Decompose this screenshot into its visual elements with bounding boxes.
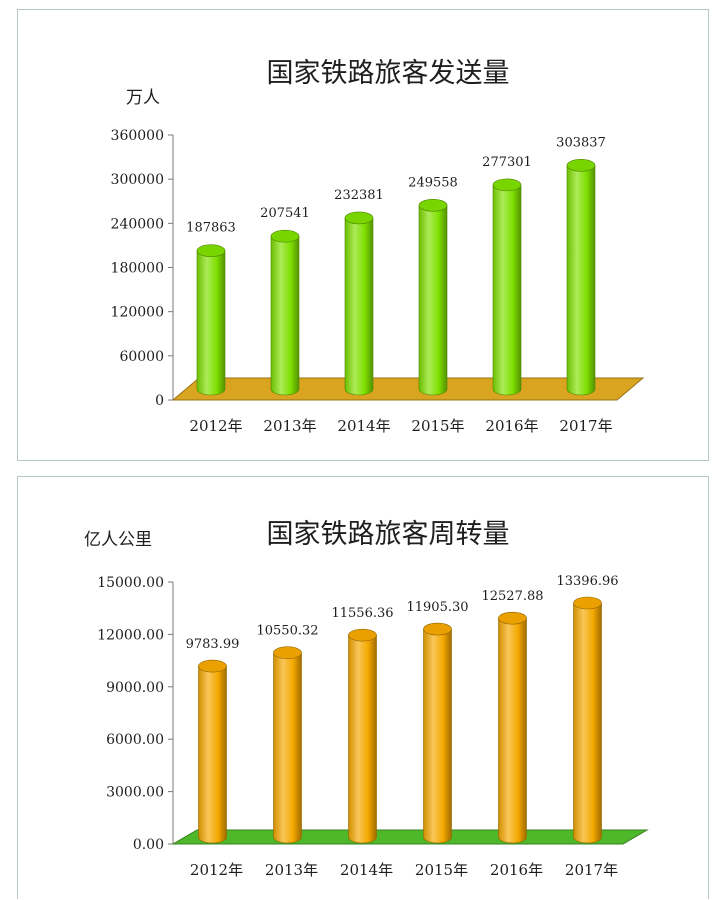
chart-svg-passenger-turnover: 国家铁路旅客周转量 亿人公里 0.00 3000.00 6000.00 9000.00… [84, 519, 649, 879]
y-tick-label: 6000.00 [106, 732, 164, 748]
bar-body [492, 184, 522, 396]
bar-2015年 [418, 198, 448, 396]
bar-2015年 [423, 622, 452, 844]
bar-body [273, 652, 302, 844]
bar-2013年 [273, 646, 302, 844]
bar-top [198, 659, 227, 673]
x-tick-label: 2013年 [265, 861, 318, 879]
bar-2014年 [344, 211, 374, 396]
bar-2017年 [573, 596, 602, 844]
y-axis-unit-label: 万人 [126, 88, 160, 108]
bar-top [573, 596, 602, 610]
x-tick-label: 2017年 [565, 861, 618, 879]
y-tick-label: 0 [155, 393, 164, 409]
bar-top [498, 611, 527, 625]
x-tick-label: 2015年 [411, 417, 464, 435]
y-tick-label: 60000 [119, 349, 164, 365]
bar-2012年 [196, 244, 226, 396]
bar-top [270, 229, 300, 243]
data-label: 12527.88 [481, 589, 543, 604]
bar-2017年 [566, 159, 596, 396]
bar-body [344, 217, 374, 396]
y-tick-label: 300000 [111, 172, 164, 188]
data-label: 232381 [334, 188, 384, 203]
bar-body [348, 634, 377, 844]
bar-body [498, 617, 527, 844]
x-tick-label: 2017年 [559, 417, 612, 435]
data-label: 187863 [186, 221, 236, 236]
data-label: 13396.96 [556, 574, 618, 589]
y-axis-unit-label: 亿人公里 [84, 530, 152, 550]
bar-body [196, 250, 226, 396]
data-label: 9783.99 [186, 637, 240, 652]
data-label: 10550.32 [256, 624, 318, 639]
y-tick-label: 240000 [111, 216, 164, 232]
bar-body [423, 628, 452, 844]
chart-title: 国家铁路旅客周转量 [267, 519, 510, 550]
data-label: 11556.36 [331, 606, 393, 621]
chart-svg-passenger-volume: 国家铁路旅客发送量 万人 0 60000 120000 180000 240000 300… [111, 58, 645, 435]
y-tick-label: 9000.00 [106, 680, 164, 696]
bar-2016年 [498, 611, 527, 844]
bar-top [566, 159, 596, 172]
y-tick-label: 180000 [111, 261, 164, 277]
plot-area: 0 60000 120000 180000 240000 300000 360000 1878… [111, 128, 645, 435]
bar-body [270, 235, 300, 396]
x-tick-label: 2016年 [485, 417, 538, 435]
bar-body [198, 665, 227, 844]
x-tick-label: 2014年 [340, 861, 393, 879]
bar-top [492, 178, 522, 192]
chart-panel-passenger-turnover: 国家铁路旅客周转量 亿人公里 0.00 3000.00 6000.00 9000.00… [17, 476, 709, 899]
bar-2013年 [270, 229, 300, 396]
data-label: 303837 [556, 135, 606, 150]
bar-top [196, 244, 226, 258]
bar-body [573, 602, 602, 844]
y-tick-label: 0.00 [133, 837, 164, 853]
y-tick-label: 360000 [111, 128, 164, 144]
bar-body [418, 204, 448, 396]
bar-2012年 [198, 659, 227, 844]
x-tick-label: 2012年 [189, 417, 242, 435]
x-tick-label: 2012年 [190, 861, 243, 879]
x-tick-label: 2013年 [263, 417, 316, 435]
data-label: 207541 [260, 206, 310, 221]
bar-body [566, 165, 596, 396]
y-tick-label: 12000.00 [97, 627, 164, 643]
y-tick-label: 15000.00 [97, 575, 164, 591]
chart-panel-passenger-volume: 国家铁路旅客发送量 万人 0 60000 120000 180000 240000 300… [17, 9, 709, 461]
bar-2014年 [348, 628, 377, 844]
bar-2016年 [492, 178, 522, 396]
bar-top [273, 646, 302, 660]
plot-area: 0.00 3000.00 6000.00 9000.00 12000.00 15000.0… [97, 574, 649, 879]
data-label: 11905.30 [406, 600, 468, 615]
y-tick-label: 120000 [111, 305, 164, 321]
x-tick-label: 2015年 [415, 861, 468, 879]
bar-top [423, 622, 452, 636]
bar-top [418, 198, 448, 212]
y-tick-label: 3000.00 [106, 785, 164, 801]
x-tick-label: 2014年 [337, 417, 390, 435]
data-label: 249558 [408, 175, 458, 190]
x-tick-label: 2016年 [490, 861, 543, 879]
data-label: 277301 [482, 155, 532, 170]
chart-title: 国家铁路旅客发送量 [267, 58, 510, 89]
bar-top [344, 211, 374, 225]
bar-top [348, 628, 377, 642]
